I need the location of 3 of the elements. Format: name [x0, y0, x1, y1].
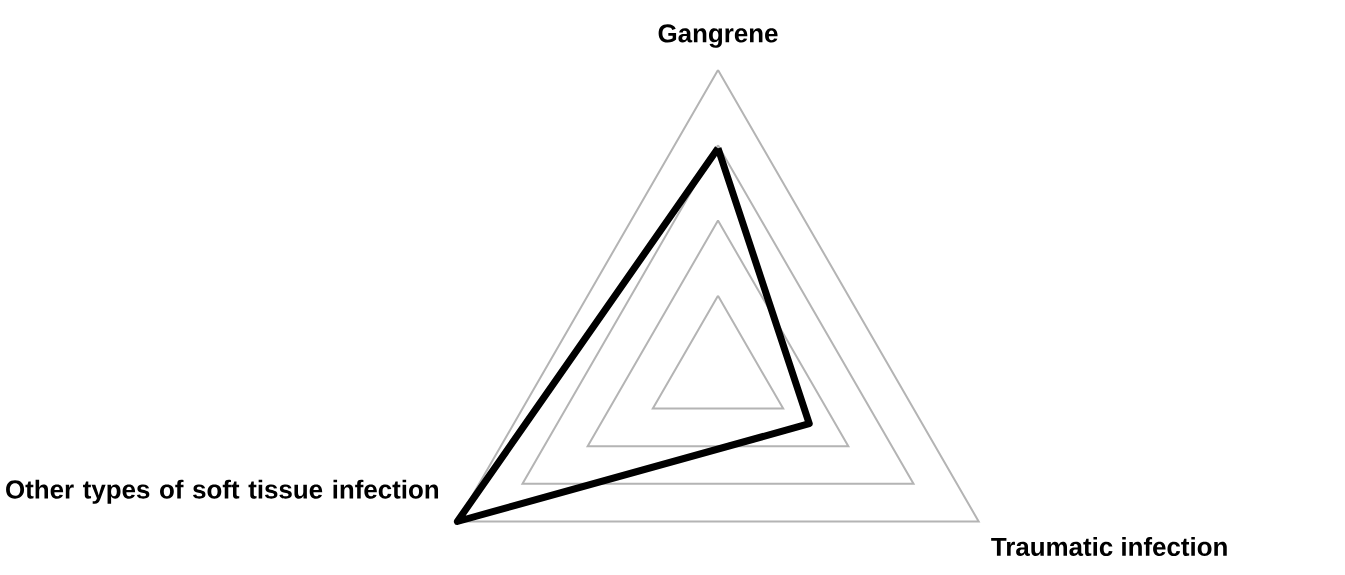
- spoke-label: Traumatic infection: [991, 536, 1227, 557]
- spoke-label: Other types of soft tissue infection: [6, 479, 439, 504]
- spoke-label: Gangrene: [658, 24, 778, 48]
